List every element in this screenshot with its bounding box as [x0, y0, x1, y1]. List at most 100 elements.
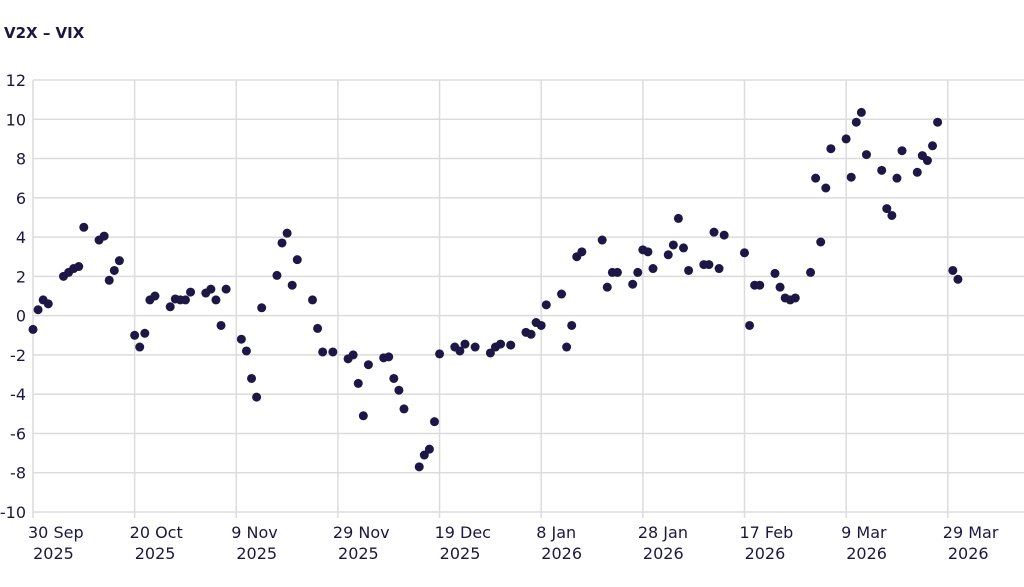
point — [953, 274, 963, 284]
point — [150, 291, 160, 301]
x-tick-label-line: 19 Dec — [435, 523, 491, 542]
point — [496, 339, 506, 349]
point — [252, 392, 262, 402]
x-tick-label-line: 9 Nov — [231, 523, 277, 542]
point — [241, 346, 251, 356]
x-tick-label-line: 2026 — [739, 544, 785, 563]
x-tick-label: 28 Jan 2026 — [638, 523, 688, 563]
x-tick-label: 29 Mar 2026 — [943, 523, 999, 563]
point — [130, 330, 140, 340]
x-tick-label: 9 Mar 2026 — [841, 523, 887, 563]
point — [821, 183, 831, 193]
point — [709, 227, 719, 237]
x-tick-label-line: 17 Feb — [739, 523, 793, 542]
point — [221, 284, 231, 294]
point — [887, 210, 897, 220]
point — [892, 173, 902, 183]
x-tick-label-line: 2025 — [28, 544, 74, 563]
point — [790, 293, 800, 303]
point — [679, 243, 689, 253]
point — [577, 247, 587, 257]
point — [811, 173, 821, 183]
y-tick-label: -8 — [10, 464, 26, 483]
point — [353, 378, 363, 388]
y-tick-label: -2 — [10, 346, 26, 365]
point — [414, 462, 424, 472]
y-tick-label: 2 — [16, 267, 26, 286]
point — [719, 230, 729, 240]
point — [648, 264, 658, 274]
point — [109, 265, 119, 275]
point — [846, 172, 856, 182]
point — [74, 262, 84, 272]
point — [826, 144, 836, 154]
point — [668, 240, 678, 250]
point — [663, 250, 673, 260]
x-tick-label: 9 Nov 2025 — [231, 523, 277, 563]
point — [257, 303, 267, 313]
chart-title: V2X – VIX — [4, 24, 85, 42]
x-tick-label: 29 Nov 2025 — [333, 523, 390, 563]
point — [419, 450, 429, 460]
point — [557, 289, 567, 299]
point — [597, 235, 607, 245]
x-tick-label-line: 2026 — [638, 544, 684, 563]
point — [851, 117, 861, 127]
point — [389, 373, 399, 383]
point — [429, 417, 439, 427]
point — [567, 320, 577, 330]
point — [328, 347, 338, 357]
x-tick-label: 30 Sep 2025 — [28, 523, 84, 563]
point — [739, 248, 749, 258]
y-tick-label: -6 — [10, 424, 26, 443]
point — [28, 324, 38, 334]
point — [247, 373, 257, 383]
point — [897, 146, 907, 156]
point — [104, 275, 114, 285]
x-tick-label-line: 2025 — [333, 544, 379, 563]
point — [424, 444, 434, 454]
point — [277, 238, 287, 248]
point — [140, 328, 150, 338]
point — [348, 350, 358, 360]
point — [602, 282, 612, 292]
point — [562, 342, 572, 352]
point — [684, 265, 694, 275]
x-tick-label-line: 30 Sep — [28, 523, 84, 542]
point — [384, 352, 394, 362]
point — [841, 134, 851, 144]
point — [318, 347, 328, 357]
point — [948, 265, 958, 275]
point — [755, 280, 765, 290]
point — [856, 107, 866, 117]
point — [79, 222, 89, 232]
x-tick-label: 8 Jan 2026 — [536, 523, 582, 563]
x-tick-label-line: 28 Jan — [638, 523, 688, 542]
y-tick-label: 12 — [6, 71, 26, 90]
point — [165, 302, 175, 312]
point — [714, 264, 724, 274]
point — [536, 320, 546, 330]
x-tick-label-line: 2025 — [130, 544, 176, 563]
point — [180, 295, 190, 305]
point — [292, 255, 302, 265]
point — [861, 150, 871, 160]
y-tick-label: 0 — [16, 307, 26, 326]
point — [928, 141, 938, 151]
point — [541, 300, 551, 310]
point — [460, 339, 470, 349]
point — [358, 411, 368, 421]
point — [282, 228, 292, 238]
point — [704, 260, 714, 270]
point — [186, 287, 196, 297]
point — [775, 282, 785, 292]
x-tick-label-line: 29 Mar — [943, 523, 999, 542]
point — [33, 305, 43, 315]
y-tick-label: -10 — [0, 503, 26, 522]
points — [28, 107, 963, 472]
point — [206, 284, 216, 294]
point — [394, 385, 404, 395]
point — [628, 279, 638, 289]
